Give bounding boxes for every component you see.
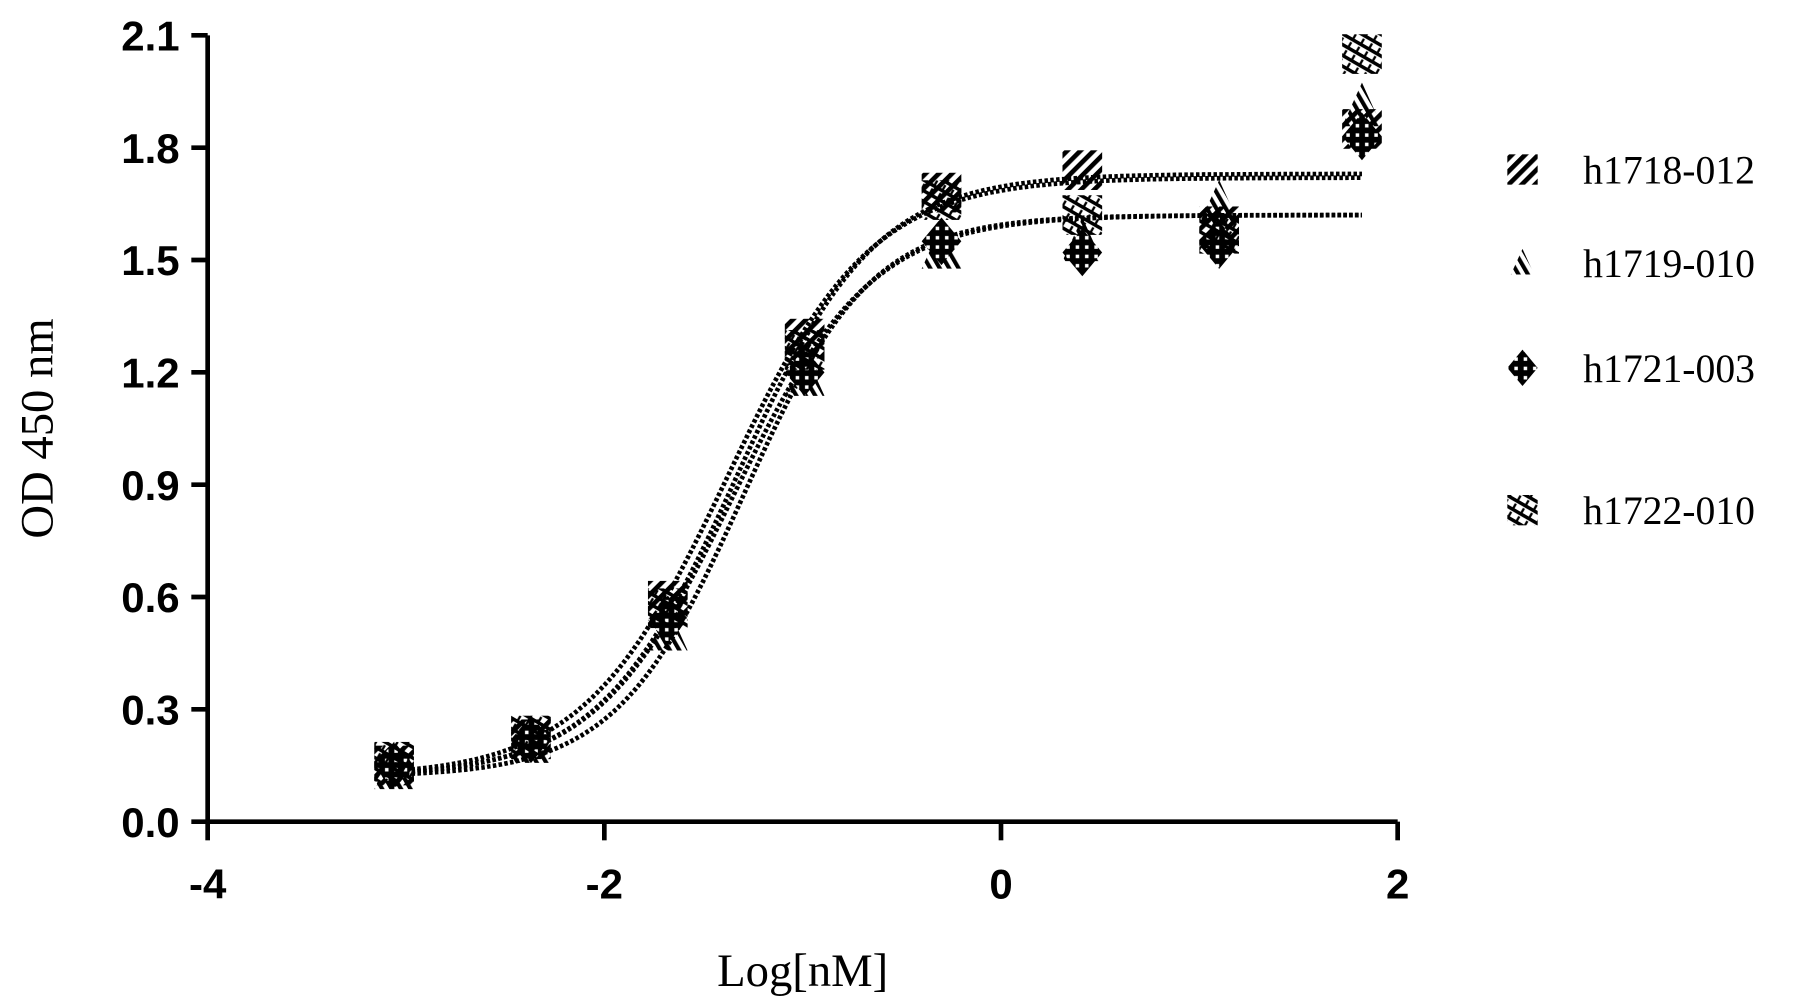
x-tick-label: 2 [1386,861,1409,908]
legend-label-h1719-010: h1719-010 [1583,242,1755,286]
x-tick-label: 0 [989,861,1012,908]
y-tick-label: 0.9 [121,462,179,509]
legend-label-h1722-010: h1722-010 [1583,489,1755,533]
data-point-h1721-003 [921,217,962,266]
data-point-h1722-010 [374,741,414,782]
fit-curve-h1719-010 [393,212,1362,777]
data-point-h1722-010 [511,715,551,756]
data-point-h1722-010 [784,330,825,370]
data-point-h1719-010 [1199,180,1239,224]
x-axis-label: Log[nM] [717,945,888,997]
legend-marker-h1718-012 [1507,154,1538,185]
y-tick-label: 1.8 [121,125,179,172]
data-point-h1718-012 [1062,150,1103,190]
data-points [374,34,1382,790]
x-tick-label: -2 [586,861,623,908]
legend-label-h1721-003: h1721-003 [1583,347,1755,391]
y-tick-label: 1.2 [121,350,179,397]
y-tick-label: 1.5 [121,237,179,284]
axes: 0.0 0.3 0.6 0.9 1.2 1.5 1.8 2.1 -4 -2 0 2 [121,12,1409,907]
y-axis-label: OD 450 nm [12,318,64,538]
data-point-h1722-010 [1199,213,1239,254]
y-tick-label: 2.1 [121,12,179,59]
data-point-h1722-010 [921,180,962,220]
data-point-h1722-010 [1062,195,1103,235]
data-point-h1721-003 [1342,112,1382,161]
legend-marker-h1722-010 [1507,495,1538,526]
data-point-h1722-010 [647,588,688,629]
y-tick-label: 0.0 [121,799,179,846]
legend-marker-h1721-003 [1507,349,1538,387]
legend-label-h1718-012: h1718-012 [1583,148,1755,192]
legend-marker-h1719-010 [1510,248,1535,275]
data-point-h1722-010 [1342,34,1382,74]
y-tick-label: 0.6 [121,574,179,621]
legend: h1718-012 h1719-010 h1721-003 h1722-010 [1507,148,1755,533]
fit-curve-h1722-010 [393,175,1362,774]
y-tick-label: 0.3 [121,686,179,733]
x-tick-label: -4 [189,861,227,908]
data-point-h1721-003 [1062,228,1103,277]
fit-curve-h1721-003 [393,212,1362,775]
data-point-h1719-010 [1342,82,1382,127]
